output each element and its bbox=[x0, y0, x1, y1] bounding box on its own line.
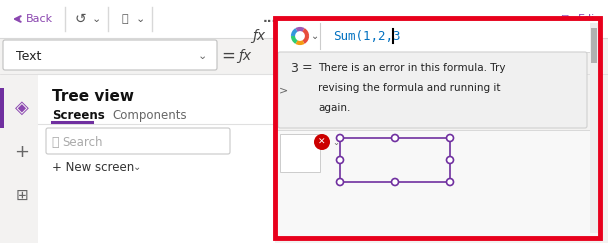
Text: ⌄: ⌄ bbox=[198, 51, 207, 61]
Bar bbox=[0, 88, 4, 128]
Circle shape bbox=[446, 156, 454, 164]
Bar bbox=[0, 38, 608, 74]
Text: Text: Text bbox=[16, 50, 41, 62]
Circle shape bbox=[446, 179, 454, 185]
FancyBboxPatch shape bbox=[278, 52, 587, 128]
Text: >: > bbox=[278, 85, 288, 95]
Text: Components: Components bbox=[112, 109, 187, 122]
Text: ◈: ◈ bbox=[15, 99, 29, 117]
Circle shape bbox=[336, 156, 344, 164]
Text: =: = bbox=[221, 47, 235, 65]
Bar bbox=[0, 0, 608, 38]
Text: ⌄: ⌄ bbox=[333, 138, 339, 147]
Text: ⌄: ⌄ bbox=[130, 162, 141, 172]
Text: ⌄: ⌄ bbox=[136, 14, 145, 24]
Text: ⌕: ⌕ bbox=[51, 136, 59, 148]
Text: Tree view: Tree view bbox=[52, 88, 134, 104]
FancyBboxPatch shape bbox=[3, 40, 217, 70]
Text: + New screen: + New screen bbox=[52, 160, 134, 174]
Text: Screens: Screens bbox=[52, 109, 105, 122]
Text: ✕: ✕ bbox=[318, 138, 326, 147]
Text: ƒx: ƒx bbox=[252, 29, 266, 43]
Text: There is an error in this formula. Try: There is an error in this formula. Try bbox=[318, 63, 505, 73]
Bar bbox=[280, 134, 320, 172]
Bar bbox=[277, 130, 598, 236]
Text: 3: 3 bbox=[290, 61, 298, 75]
Text: again.: again. bbox=[318, 103, 350, 113]
Text: =: = bbox=[302, 61, 313, 75]
Bar bbox=[277, 20, 598, 52]
Text: revising the formula and running it: revising the formula and running it bbox=[318, 83, 500, 93]
Text: ⌄: ⌄ bbox=[311, 31, 319, 41]
Circle shape bbox=[392, 179, 398, 185]
Text: Back: Back bbox=[26, 14, 53, 24]
Bar bbox=[590, 23, 598, 233]
Text: ✏: ✏ bbox=[561, 12, 572, 26]
Text: ⌄: ⌄ bbox=[91, 14, 101, 24]
Circle shape bbox=[336, 179, 344, 185]
Text: ⊞: ⊞ bbox=[16, 188, 29, 202]
Text: +: + bbox=[15, 143, 30, 161]
Bar bbox=[591, 28, 597, 63]
Text: Sum(1,2,3: Sum(1,2,3 bbox=[333, 29, 401, 43]
Circle shape bbox=[336, 134, 344, 141]
Text: 📋: 📋 bbox=[122, 14, 128, 24]
Bar bbox=[340, 138, 450, 182]
Circle shape bbox=[392, 134, 398, 141]
Text: Edi: Edi bbox=[578, 14, 595, 24]
Bar bbox=[38, 74, 275, 243]
Text: ...: ... bbox=[263, 12, 277, 26]
Circle shape bbox=[446, 134, 454, 141]
FancyBboxPatch shape bbox=[46, 128, 230, 154]
Bar bbox=[275, 18, 600, 238]
Text: ↺: ↺ bbox=[74, 12, 86, 26]
Text: Search: Search bbox=[62, 136, 103, 148]
Circle shape bbox=[314, 134, 330, 150]
Text: ƒx: ƒx bbox=[238, 49, 252, 63]
